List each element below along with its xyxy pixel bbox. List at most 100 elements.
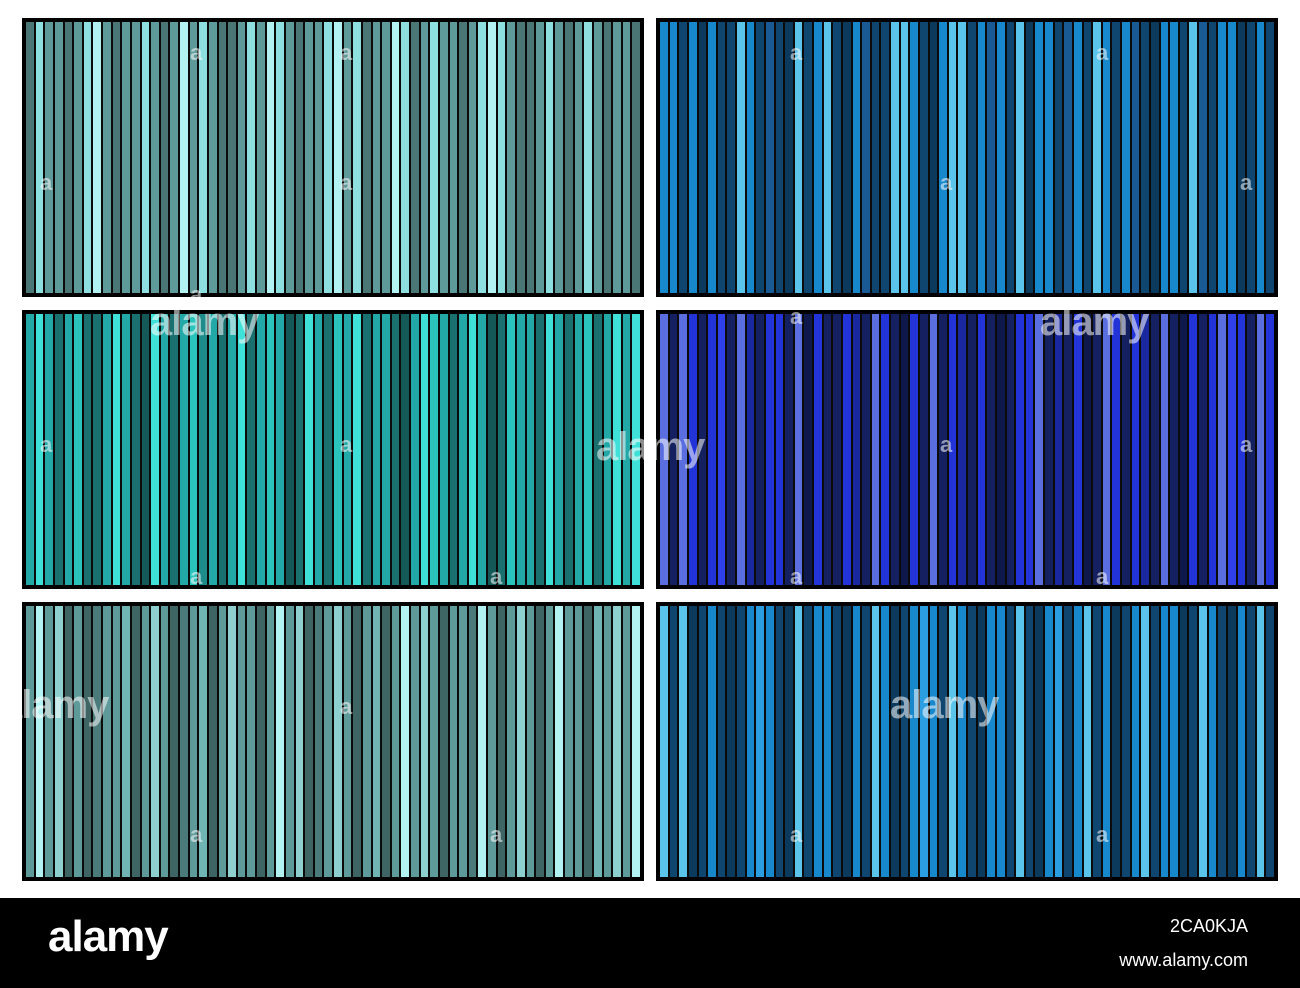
color-stripe — [35, 606, 46, 877]
color-stripe — [565, 606, 575, 877]
color-stripe — [449, 606, 460, 877]
color-stripe — [1102, 22, 1113, 293]
color-stripe — [862, 314, 872, 585]
color-stripe — [842, 314, 853, 585]
color-stripe — [632, 606, 640, 877]
color-stripe — [1016, 314, 1026, 585]
color-stripe — [1199, 22, 1209, 293]
color-stripe — [669, 22, 680, 293]
color-stripe — [1073, 22, 1084, 293]
color-stripe — [574, 314, 585, 585]
color-stripe — [93, 22, 103, 293]
color-stripe — [613, 314, 623, 585]
color-stripe — [708, 314, 718, 585]
color-stripe — [228, 314, 238, 585]
color-stripe — [910, 606, 920, 877]
color-stripe — [669, 606, 680, 877]
color-stripe — [804, 22, 814, 293]
color-stripe — [775, 606, 786, 877]
color-stripe — [401, 314, 411, 585]
color-stripe — [1170, 314, 1180, 585]
color-stripe — [497, 22, 508, 293]
color-stripe — [737, 606, 747, 877]
color-stripe — [1227, 22, 1238, 293]
color-stripe — [314, 314, 325, 585]
color-stripe — [746, 22, 757, 293]
color-stripe — [1035, 22, 1045, 293]
color-stripe — [54, 314, 65, 585]
color-stripe — [871, 22, 882, 293]
color-stripe — [765, 606, 776, 877]
color-stripe — [746, 606, 757, 877]
color-stripe — [218, 606, 229, 877]
color-stripe — [958, 314, 968, 585]
color-stripe — [141, 22, 152, 293]
color-stripe — [1112, 22, 1122, 293]
color-stripe — [987, 314, 997, 585]
color-stripe — [823, 314, 834, 585]
color-stripe — [103, 22, 113, 293]
color-stripe — [439, 22, 450, 293]
color-stripe — [632, 22, 640, 293]
color-stripe — [468, 314, 479, 585]
color-stripe — [939, 22, 949, 293]
color-stripe — [613, 606, 623, 877]
color-stripe — [83, 606, 94, 877]
color-stripe — [1073, 606, 1084, 877]
color-stripe — [295, 22, 306, 293]
color-stripe — [295, 314, 306, 585]
color-stripe — [1170, 606, 1180, 877]
color-stripe — [842, 22, 853, 293]
color-stripe — [391, 22, 402, 293]
color-stripe — [382, 606, 392, 877]
color-stripe — [199, 22, 209, 293]
color-stripe — [1189, 606, 1199, 877]
color-stripe — [536, 22, 546, 293]
color-stripe — [1179, 314, 1190, 585]
color-stripe — [74, 606, 84, 877]
color-stripe — [160, 314, 171, 585]
color-stripe — [823, 22, 834, 293]
color-stripe — [334, 606, 344, 877]
color-stripe — [411, 606, 421, 877]
color-stripe — [208, 314, 219, 585]
color-stripe — [900, 314, 911, 585]
color-stripe — [430, 606, 440, 877]
color-stripe — [103, 314, 113, 585]
color-stripe — [1247, 22, 1257, 293]
color-stripe — [852, 314, 863, 585]
stock-logo: alamy — [48, 912, 169, 961]
color-stripe — [852, 606, 863, 877]
color-stripe — [814, 314, 824, 585]
color-stripe — [1054, 606, 1065, 877]
color-stripe — [1247, 314, 1257, 585]
color-stripe — [468, 22, 479, 293]
color-stripe — [613, 22, 623, 293]
color-stripe — [977, 22, 988, 293]
color-stripe — [488, 22, 498, 293]
color-stripe — [353, 22, 363, 293]
color-stripe — [862, 606, 872, 877]
color-stripe — [891, 314, 901, 585]
color-stripe — [228, 22, 238, 293]
color-stripe — [372, 22, 383, 293]
color-stripe — [1160, 606, 1171, 877]
color-stripe — [660, 606, 670, 877]
color-stripe — [305, 606, 315, 877]
color-stripe — [1227, 606, 1238, 877]
color-stripe — [545, 606, 556, 877]
color-stripe — [1189, 314, 1199, 585]
color-stripe — [266, 314, 277, 585]
color-stripe — [565, 314, 575, 585]
color-stripe — [1160, 314, 1171, 585]
color-stripe — [1045, 606, 1055, 877]
color-stripe — [698, 606, 709, 877]
color-stripe — [679, 314, 689, 585]
color-stripe — [247, 314, 257, 585]
color-stripe — [794, 606, 805, 877]
color-stripe — [228, 606, 238, 877]
color-stripe — [478, 314, 488, 585]
color-stripe — [507, 22, 517, 293]
color-stripe — [131, 314, 142, 585]
color-stripe — [1218, 606, 1228, 877]
